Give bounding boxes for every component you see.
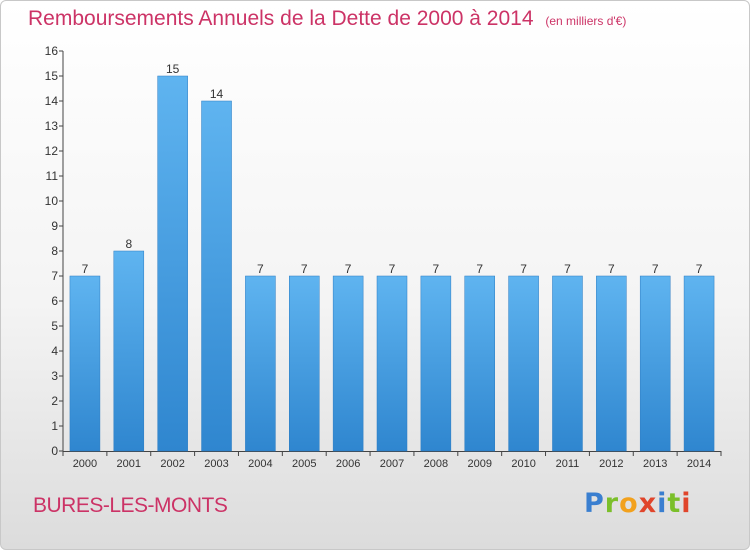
y-tick-label: 1	[51, 419, 58, 433]
x-tick-label: 2008	[424, 458, 448, 470]
bar-2008	[420, 275, 452, 452]
x-tick-label: 2005	[292, 458, 316, 470]
x-tick-label: 2009	[467, 458, 491, 470]
x-tick-label: 2010	[511, 458, 535, 470]
y-tick-label: 12	[45, 144, 59, 158]
y-tick-label: 16	[45, 44, 59, 58]
y-tick-label: 3	[51, 369, 58, 383]
bar-2012	[596, 275, 627, 452]
y-tick-label: 0	[51, 444, 58, 458]
bar-2002	[157, 75, 188, 452]
bar-2003	[201, 100, 232, 452]
chart-title: Remboursements Annuels de la Dette de 20…	[28, 7, 534, 30]
bar-2014	[683, 275, 715, 452]
bar-value-label: 7	[696, 262, 703, 276]
x-tick-label: 2007	[380, 458, 404, 470]
bar-2007	[376, 275, 408, 452]
y-tick-label: 2	[51, 394, 58, 408]
y-tick-label: 14	[45, 94, 59, 108]
bar-2013	[639, 275, 671, 452]
bar-2000	[69, 275, 101, 452]
x-tick-label: 2012	[599, 458, 623, 470]
bar-2011	[552, 275, 583, 452]
x-tick-label: 2003	[204, 458, 228, 470]
bar-value-label: 7	[345, 262, 352, 276]
bar-value-label: 7	[389, 262, 396, 276]
chart-title-line: Remboursements Annuels de la Dette de 20…	[28, 7, 626, 31]
y-tick-label: 7	[51, 269, 58, 283]
y-tick-label: 11	[46, 169, 59, 183]
bar-value-label: 7	[652, 262, 659, 276]
y-tick-label: 15	[45, 69, 59, 83]
bar-value-label: 7	[608, 262, 615, 276]
bar-value-label: 7	[564, 262, 571, 276]
bar-value-label: 7	[433, 262, 440, 276]
x-tick-label: 2002	[160, 458, 184, 470]
bar-2004	[245, 275, 276, 452]
bar-value-label: 7	[257, 262, 264, 276]
bar-value-label: 7	[82, 262, 89, 276]
bar-value-label: 15	[166, 62, 180, 76]
x-tick-label: 2013	[643, 458, 667, 470]
y-tick-label: 10	[45, 194, 59, 208]
x-tick-label: 2006	[336, 458, 360, 470]
bar-2009	[464, 275, 495, 452]
x-tick-label: 2011	[556, 458, 580, 470]
bar-2006	[332, 275, 364, 452]
bar-2005	[289, 275, 320, 452]
chart-subtitle: (en milliers d'€)	[545, 14, 627, 28]
commune-name: BURES-LES-MONTS	[33, 494, 228, 517]
y-tick-label: 9	[51, 219, 58, 233]
bar-2010	[508, 275, 539, 452]
x-tick-label: 2001	[117, 458, 141, 470]
bar-value-label: 7	[520, 262, 527, 276]
y-tick-label: 5	[51, 319, 58, 333]
y-tick-label: 13	[45, 119, 59, 133]
bar-value-label: 14	[210, 87, 224, 101]
y-tick-label: 8	[51, 244, 58, 258]
bar-value-label: 7	[301, 262, 308, 276]
x-tick-label: 2004	[248, 458, 272, 470]
y-tick-label: 6	[51, 294, 58, 308]
x-tick-label: 2000	[73, 458, 97, 470]
bar-2001	[113, 250, 145, 452]
bar-value-label: 7	[476, 262, 483, 276]
bar-value-label: 8	[125, 237, 132, 251]
y-tick-label: 4	[51, 344, 58, 358]
x-tick-label: 2014	[687, 458, 711, 470]
proxiti-logo: Proxiti	[584, 488, 692, 519]
